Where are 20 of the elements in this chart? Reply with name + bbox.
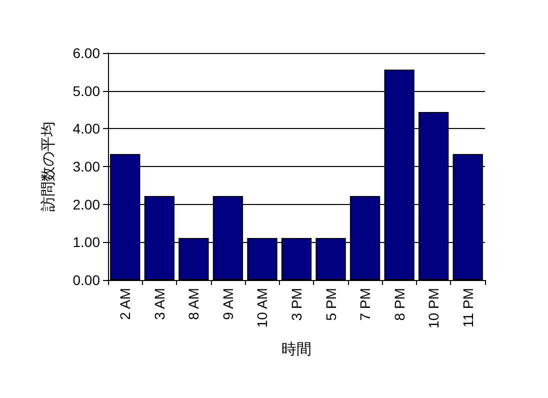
x-tick-label: 11 PM — [460, 288, 476, 328]
x-axis-title: 時間 — [282, 341, 312, 358]
x-tick-label: 9 AM — [220, 288, 236, 320]
y-tick-label: 2.00 — [72, 196, 100, 212]
y-tick-label: 4.00 — [72, 120, 100, 137]
y-tick-label: 3.00 — [72, 158, 100, 174]
y-axis-title: 訪問数の平均 — [40, 122, 57, 212]
y-tick-label: 1.00 — [72, 234, 100, 250]
x-tick-label: 8 AM — [186, 288, 202, 320]
y-tick-label: 0.00 — [72, 272, 100, 288]
x-tick-label: 10 AM — [254, 288, 270, 328]
x-tick-label: 7 PM — [357, 288, 374, 321]
x-tick-label: 5 PM — [322, 288, 339, 321]
x-tick-label: 3 AM — [151, 288, 168, 320]
y-tick-label: 5.00 — [72, 82, 100, 99]
x-tick-label: 10 PM — [426, 288, 442, 328]
x-tick-label: 8 PM — [391, 288, 408, 321]
x-tick-label: 2 AM — [117, 288, 134, 320]
x-tick-label: 3 PM — [288, 288, 304, 321]
y-tick-label: 6.00 — [72, 45, 100, 61]
